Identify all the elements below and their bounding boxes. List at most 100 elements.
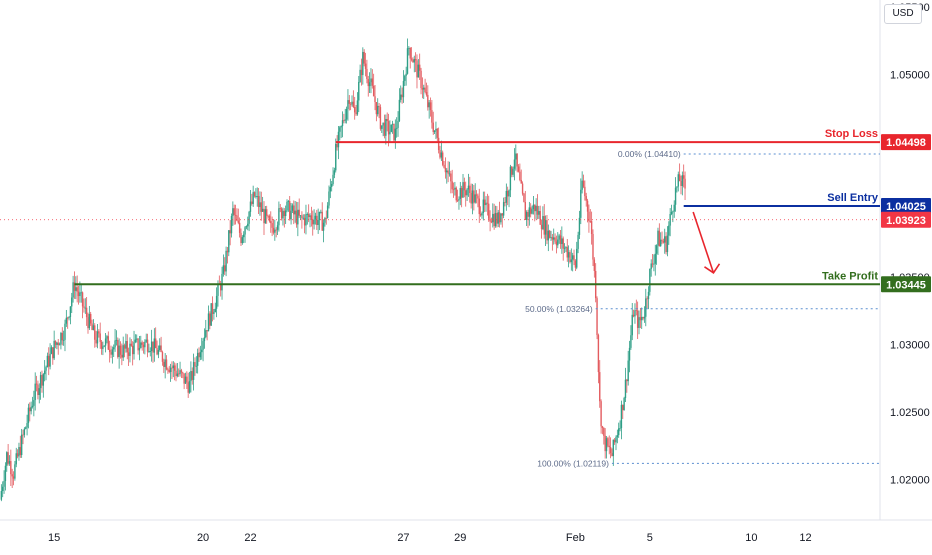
fib-label: 50.00% (1.03264) [525,304,593,314]
candle-body [592,234,594,260]
candle-body [559,235,562,245]
candle-body [348,100,350,104]
candle-body [165,359,168,370]
candle-body [196,352,199,366]
candle-body [321,211,323,231]
candle-body [613,439,616,443]
x-tick-label: 5 [647,532,653,544]
candle-body [339,127,341,132]
candle-body [442,152,444,165]
candle-body [279,208,281,210]
candle-body [577,234,579,249]
candle-body [280,208,283,219]
candle-body [596,298,598,336]
candle-body [156,348,158,355]
candle-body [417,64,420,78]
candle-body [424,87,426,93]
candle-body [171,367,173,369]
candle-body [160,345,162,353]
candle-body [519,171,521,180]
candle-body [554,237,556,242]
candle-body [291,205,294,211]
candle-body [627,360,629,382]
candle-body [214,308,216,313]
candle-body [313,219,315,225]
candle-body [599,372,601,402]
candle-body [383,122,386,136]
candle-body [225,250,227,272]
fib-label: 100.00% (1.02119) [537,458,609,468]
candle-body [14,464,16,479]
candle-body [393,123,395,141]
candle-body [255,196,257,197]
candle-body [433,130,436,132]
candle-body [528,207,531,217]
candle-body [37,384,39,396]
candle-body [632,314,635,317]
candle-body [233,208,235,215]
candle-body [183,373,185,384]
candle-body [620,404,623,429]
candle-body [241,237,244,244]
candle-body [418,64,421,71]
candle-body [477,195,479,199]
candle-body [684,178,686,189]
x-tick-label: 29 [454,532,466,544]
candle-body [379,107,382,129]
candle-body [85,307,88,318]
candle-body [492,213,494,223]
candle-body [194,362,196,367]
candle-body [237,220,239,223]
candle-body [164,359,166,367]
candle-body [122,345,124,358]
candle-body [84,307,86,309]
candle-body [259,202,261,208]
candle-body [657,230,659,246]
candle-body [482,199,485,213]
candle-body [666,235,669,253]
candle-body [405,73,407,76]
candle-body [140,342,142,348]
candle-body [460,188,463,198]
candle-body [199,352,202,358]
candle-body [169,367,172,372]
candle-body [149,351,151,352]
candle-body [107,336,110,350]
candle-body [631,314,633,336]
fib-label: 0.00% (1.04410) [618,149,681,159]
candle-body [129,343,131,356]
candle-body [401,94,403,98]
candle-body [546,220,548,241]
candle-body [146,339,149,352]
candle-body [154,338,157,349]
candle-body [646,298,648,300]
candle-body [540,224,543,230]
candle-body [538,211,540,215]
candle-body [126,341,128,353]
x-tick-label: 27 [397,532,409,544]
candle-body [272,227,275,233]
candle-body [69,306,72,317]
candle-body [601,426,604,428]
x-tick-label: 15 [48,532,60,544]
candle-body [236,215,238,221]
candle-body [423,87,425,90]
candle-body [555,241,558,246]
candle-body [532,204,535,210]
candle-body [639,317,642,321]
candle-body [372,85,375,97]
candle-body [678,174,681,182]
candle-body [252,192,254,204]
candle-body [504,202,506,203]
candle-body [268,216,271,222]
x-tick-label: Feb [566,532,585,544]
candle-body [81,292,84,307]
candle-body [358,81,360,101]
candle-body [228,230,230,253]
sell-entry-label: Sell Entry [827,192,879,204]
candle-body [271,223,273,228]
candle-body [299,215,302,217]
currency-badge[interactable]: USD [884,4,922,24]
